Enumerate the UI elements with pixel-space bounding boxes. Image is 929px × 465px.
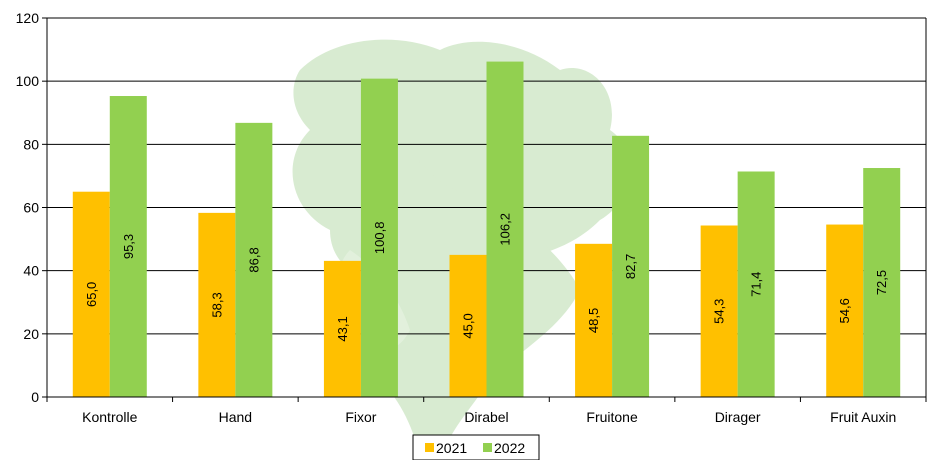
y-tick-label: 0 bbox=[31, 389, 39, 405]
bar-2022 bbox=[486, 61, 524, 398]
bar-2022 bbox=[737, 171, 775, 397]
data-label: 45,0 bbox=[461, 313, 476, 338]
bar-2022 bbox=[863, 168, 901, 397]
data-label: 54,3 bbox=[712, 299, 727, 324]
bar-2021 bbox=[198, 212, 236, 397]
bar-2022 bbox=[109, 96, 147, 397]
data-label: 72,5 bbox=[874, 270, 889, 295]
legend-label: 2021 bbox=[436, 440, 467, 456]
bar-2022 bbox=[360, 78, 398, 397]
x-tick-label: Dirabel bbox=[464, 409, 508, 425]
axes: 0 20 40 60 80 100 120 Kontrolle Hand Fixor Dirabel… bbox=[16, 10, 927, 425]
data-label: 71,4 bbox=[749, 272, 764, 297]
bar-2021 bbox=[323, 260, 361, 397]
data-labels: 65,0 95,3 58,3 86,8 43,1 100,8 45,0 106,2 48,5 82… bbox=[84, 213, 889, 342]
data-label: 54,6 bbox=[837, 298, 852, 323]
data-label: 95,3 bbox=[121, 234, 136, 259]
legend: 2021 2022 bbox=[412, 434, 540, 461]
legend-label: 2022 bbox=[494, 440, 525, 456]
y-tick-label: 100 bbox=[16, 73, 40, 89]
legend-swatch-2022 bbox=[483, 443, 492, 452]
x-tick-label: Fixor bbox=[345, 409, 376, 425]
bar-2021 bbox=[449, 254, 487, 397]
data-label: 106,2 bbox=[498, 213, 513, 246]
x-tick-label: Fruitone bbox=[586, 409, 638, 425]
y-tick-label: 120 bbox=[16, 10, 40, 26]
x-tick-label: Hand bbox=[219, 409, 252, 425]
data-label: 82,7 bbox=[623, 254, 638, 279]
bars bbox=[72, 61, 901, 398]
legend-swatch-2021 bbox=[425, 443, 434, 452]
bar-2021 bbox=[575, 243, 613, 397]
data-label: 100,8 bbox=[372, 222, 387, 255]
data-label: 43,1 bbox=[335, 316, 350, 341]
y-tick-label: 40 bbox=[23, 263, 39, 279]
data-label: 65,0 bbox=[84, 282, 99, 307]
bar-2021 bbox=[72, 191, 110, 397]
bar-2022 bbox=[612, 135, 650, 397]
y-tick-label: 80 bbox=[23, 136, 39, 152]
x-tick-label: Kontrolle bbox=[82, 409, 137, 425]
y-tick-label: 20 bbox=[23, 326, 39, 342]
data-label: 48,5 bbox=[586, 308, 601, 333]
bar-2021 bbox=[826, 224, 864, 397]
x-tick-label: Dirager bbox=[715, 409, 761, 425]
y-tick-label: 60 bbox=[23, 200, 39, 216]
data-label: 58,3 bbox=[209, 292, 224, 317]
bar-2021 bbox=[700, 225, 738, 397]
x-tick-label: Fruit Auxin bbox=[830, 409, 896, 425]
data-label: 86,8 bbox=[246, 247, 261, 272]
bar-2022 bbox=[235, 122, 273, 398]
